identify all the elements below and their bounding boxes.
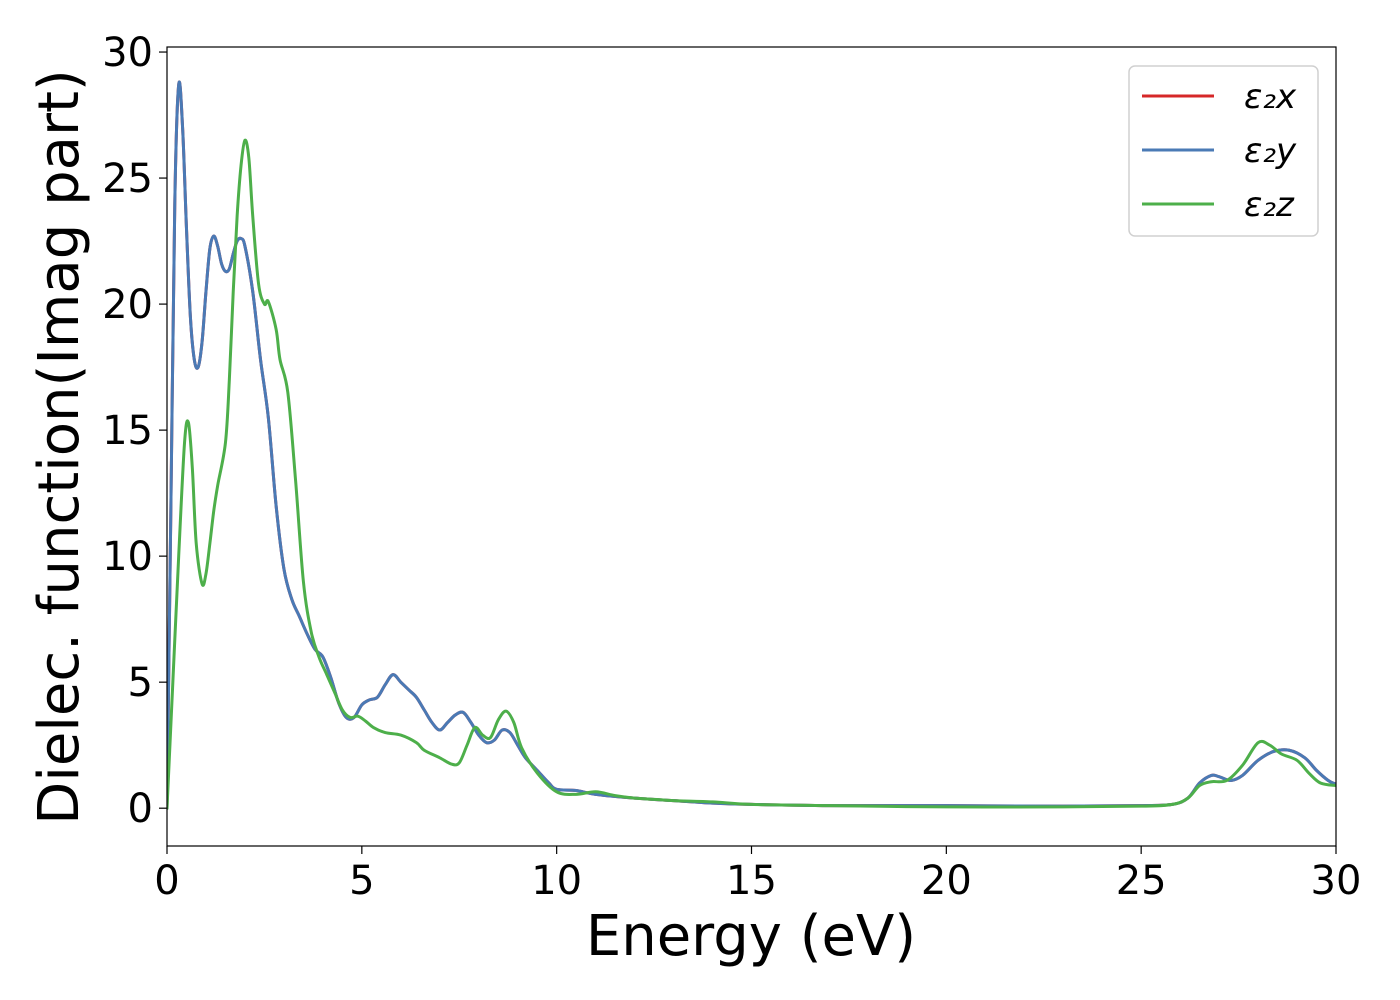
y-tick-label: 20 xyxy=(102,282,153,328)
legend-label-2: ε₂y xyxy=(1244,131,1297,171)
y-tick-label: 25 xyxy=(102,156,153,202)
x-tick-label: 25 xyxy=(1116,858,1167,904)
x-tick-label: 15 xyxy=(726,858,777,904)
y-tick-label: 15 xyxy=(102,408,153,454)
x-tick-label: 10 xyxy=(531,858,582,904)
y-tick-label: 0 xyxy=(128,786,153,832)
x-tick-label: 5 xyxy=(349,858,374,904)
legend: ε₂x ε₂y ε₂z xyxy=(1128,65,1319,237)
x-axis: 0 5 10 15 20 25 30 xyxy=(154,846,1361,904)
legend-label-3: ε₂z xyxy=(1244,185,1295,225)
series-line-3 xyxy=(167,138,1336,810)
series-layer xyxy=(167,80,1336,810)
legend-box xyxy=(1128,65,1319,237)
y-axis: 0 5 10 15 20 25 30 xyxy=(102,30,167,832)
x-tick-label: 30 xyxy=(1311,858,1362,904)
y-tick-label: 10 xyxy=(102,534,153,580)
y-tick-label: 5 xyxy=(128,660,153,706)
legend-label-1: ε₂x xyxy=(1244,77,1297,117)
x-tick-label: 0 xyxy=(154,858,179,904)
x-tick-label: 20 xyxy=(921,858,972,904)
x-axis-title: Energy (eV) xyxy=(586,904,916,969)
y-tick-label: 30 xyxy=(102,30,153,76)
y-axis-title: Dielec. function(Imag part) xyxy=(27,69,92,825)
